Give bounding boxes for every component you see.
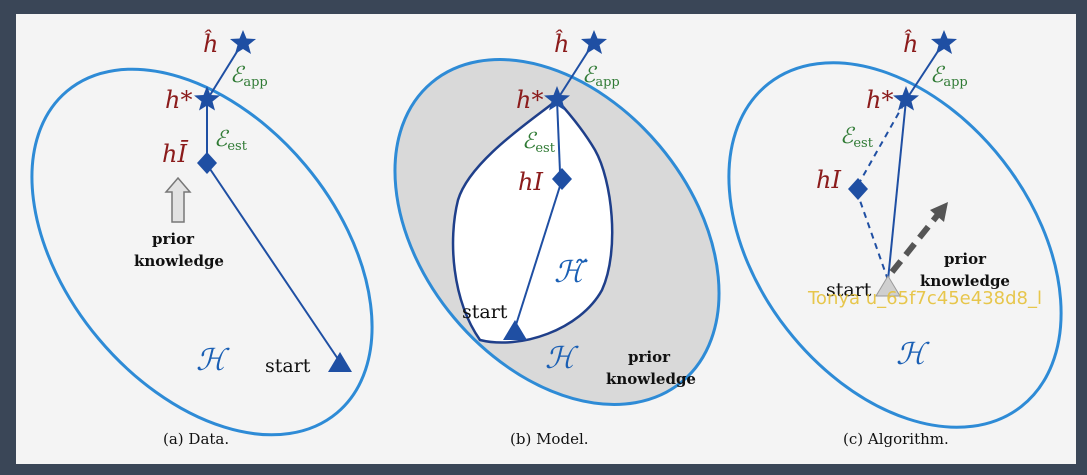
hstar-label-b: h* xyxy=(516,86,543,114)
e-app-label-a: ℰapp xyxy=(230,63,268,90)
hi-diamond-b xyxy=(552,168,572,190)
e-est-label-c: ℰest xyxy=(840,124,874,151)
panel-a: ĥ h* hĪ ℰapp ℰest prior knowledge ℋ star… xyxy=(30,29,374,448)
path-start-to-hi-b xyxy=(514,185,561,329)
knowledge-label-c: knowledge xyxy=(920,272,1010,290)
hi-diamond-c xyxy=(848,178,868,200)
caption-a: (a) Data. xyxy=(163,430,229,448)
caption-c: (c) Algorithm. xyxy=(843,430,949,448)
start-label-c: start xyxy=(826,279,872,301)
hstar-label-c: h* xyxy=(866,86,893,114)
panel-b: ĥ h* hI ℰapp ℰest ℋ̃ start ℋ prior knowl… xyxy=(393,29,721,448)
prior-label-b: prior xyxy=(628,348,671,366)
start-label-a: start xyxy=(265,355,311,377)
hstar-star-b xyxy=(544,86,570,111)
hstar-star-a xyxy=(194,86,220,111)
prior-knowledge-arrow-a xyxy=(164,176,192,223)
prior-label-a: prior xyxy=(152,230,195,248)
path-hi-to-hstar-b xyxy=(556,99,561,173)
path-start-to-hstar-c xyxy=(887,99,907,281)
caption-b: (b) Model. xyxy=(510,430,589,448)
hhat-label-c: ĥ xyxy=(903,29,918,58)
space-label-a: ℋ xyxy=(196,343,230,378)
prior-label-c: prior xyxy=(944,250,987,268)
start-triangle-a xyxy=(328,352,352,372)
hstar-star-c xyxy=(893,86,919,111)
hhat-star-c xyxy=(931,30,957,54)
restricted-space-b xyxy=(451,98,614,344)
dashed-hi-to-hstar-c xyxy=(857,99,907,186)
start-label-b: start xyxy=(462,301,508,323)
hstar-label-a: h* xyxy=(165,86,192,114)
panel-c: ĥ h* hI ℰapp ℰest prior knowledge start … xyxy=(727,29,1063,448)
knowledge-label-b: knowledge xyxy=(606,370,696,388)
prior-knowledge-arrow-c xyxy=(889,210,943,274)
hi-label-b: hI xyxy=(518,168,543,196)
start-triangle-b xyxy=(503,320,527,340)
hi-diamond-a xyxy=(197,152,217,174)
hypothesis-space-ellipse-c xyxy=(727,61,1063,429)
hhat-star-a xyxy=(230,30,256,54)
e-est-label-b: ℰest xyxy=(522,129,556,156)
dashed-start-to-hi-c xyxy=(857,194,889,281)
knowledge-label-a: knowledge xyxy=(134,252,224,270)
start-triangle-c xyxy=(875,275,901,297)
path-start-to-hi-a xyxy=(207,165,341,363)
e-est-label-a: ℰest xyxy=(214,127,248,154)
tilde-space-label-b: ℋ̃ xyxy=(554,255,588,290)
hhat-star-b xyxy=(581,30,607,54)
hi-label-a: hĪ xyxy=(162,140,188,168)
prior-knowledge-arrowhead-c xyxy=(930,202,948,222)
space-label-b: ℋ xyxy=(545,341,579,376)
e-app-label-b: ℰapp xyxy=(582,63,620,90)
hypothesis-space-ellipse-a xyxy=(30,67,374,437)
e-app-label-c: ℰapp xyxy=(930,63,968,90)
hhat-label-b: ĥ xyxy=(554,29,569,58)
space-label-c: ℋ xyxy=(896,337,930,372)
hi-label-c: hI xyxy=(816,166,841,194)
watermark: Tonya u_65f7c45e438d8_l xyxy=(807,288,1042,309)
hhat-label-a: ĥ xyxy=(203,29,218,58)
